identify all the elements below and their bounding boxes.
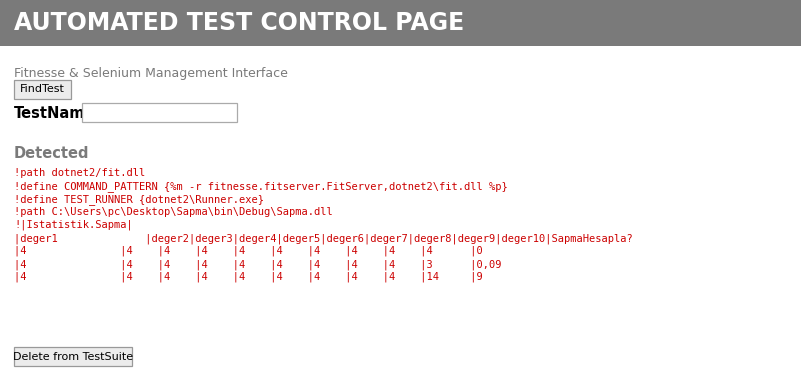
Text: |4               |4    |4    |4    |4    |4    |4    |4    |4    |3      |0,09: |4 |4 |4 |4 |4 |4 |4 |4 |4 |3 |0,09 [14,259,501,270]
Text: !path C:\Users\pc\Desktop\Sapma\bin\Debug\Sapma.dll: !path C:\Users\pc\Desktop\Sapma\bin\Debu… [14,207,332,217]
Text: !path dotnet2/fit.dll: !path dotnet2/fit.dll [14,168,145,178]
Text: TestName: TestName [14,106,95,120]
Text: |deger1              |deger2|deger3|deger4|deger5|deger6|deger7|deger8|deger9|de: |deger1 |deger2|deger3|deger4|deger5|deg… [14,233,633,244]
FancyBboxPatch shape [14,347,132,366]
Text: !define COMMAND_PATTERN {%m -r fitnesse.fitserver.FitServer,dotnet2\fit.dll %p}: !define COMMAND_PATTERN {%m -r fitnesse.… [14,181,508,192]
Text: |4               |4    |4    |4    |4    |4    |4    |4    |4    |14     |9: |4 |4 |4 |4 |4 |4 |4 |4 |4 |14 |9 [14,272,483,282]
Text: Detected: Detected [14,146,90,161]
Text: !|Istatistik.Sapma|: !|Istatistik.Sapma| [14,220,133,230]
Text: FindTest: FindTest [20,85,65,94]
Text: !define TEST_RUNNER {dotnet2\Runner.exe}: !define TEST_RUNNER {dotnet2\Runner.exe} [14,194,264,205]
Text: |4               |4    |4    |4    |4    |4    |4    |4    |4    |4      |0: |4 |4 |4 |4 |4 |4 |4 |4 |4 |4 |0 [14,246,483,256]
Text: Delete from TestSuite: Delete from TestSuite [13,352,133,361]
Text: AUTOMATED TEST CONTROL PAGE: AUTOMATED TEST CONTROL PAGE [14,11,465,35]
Bar [0,0,801,46]
FancyBboxPatch shape [82,103,237,122]
FancyBboxPatch shape [14,80,71,99]
Text: Fitnesse & Selenium Management Interface: Fitnesse & Selenium Management Interface [14,67,288,80]
